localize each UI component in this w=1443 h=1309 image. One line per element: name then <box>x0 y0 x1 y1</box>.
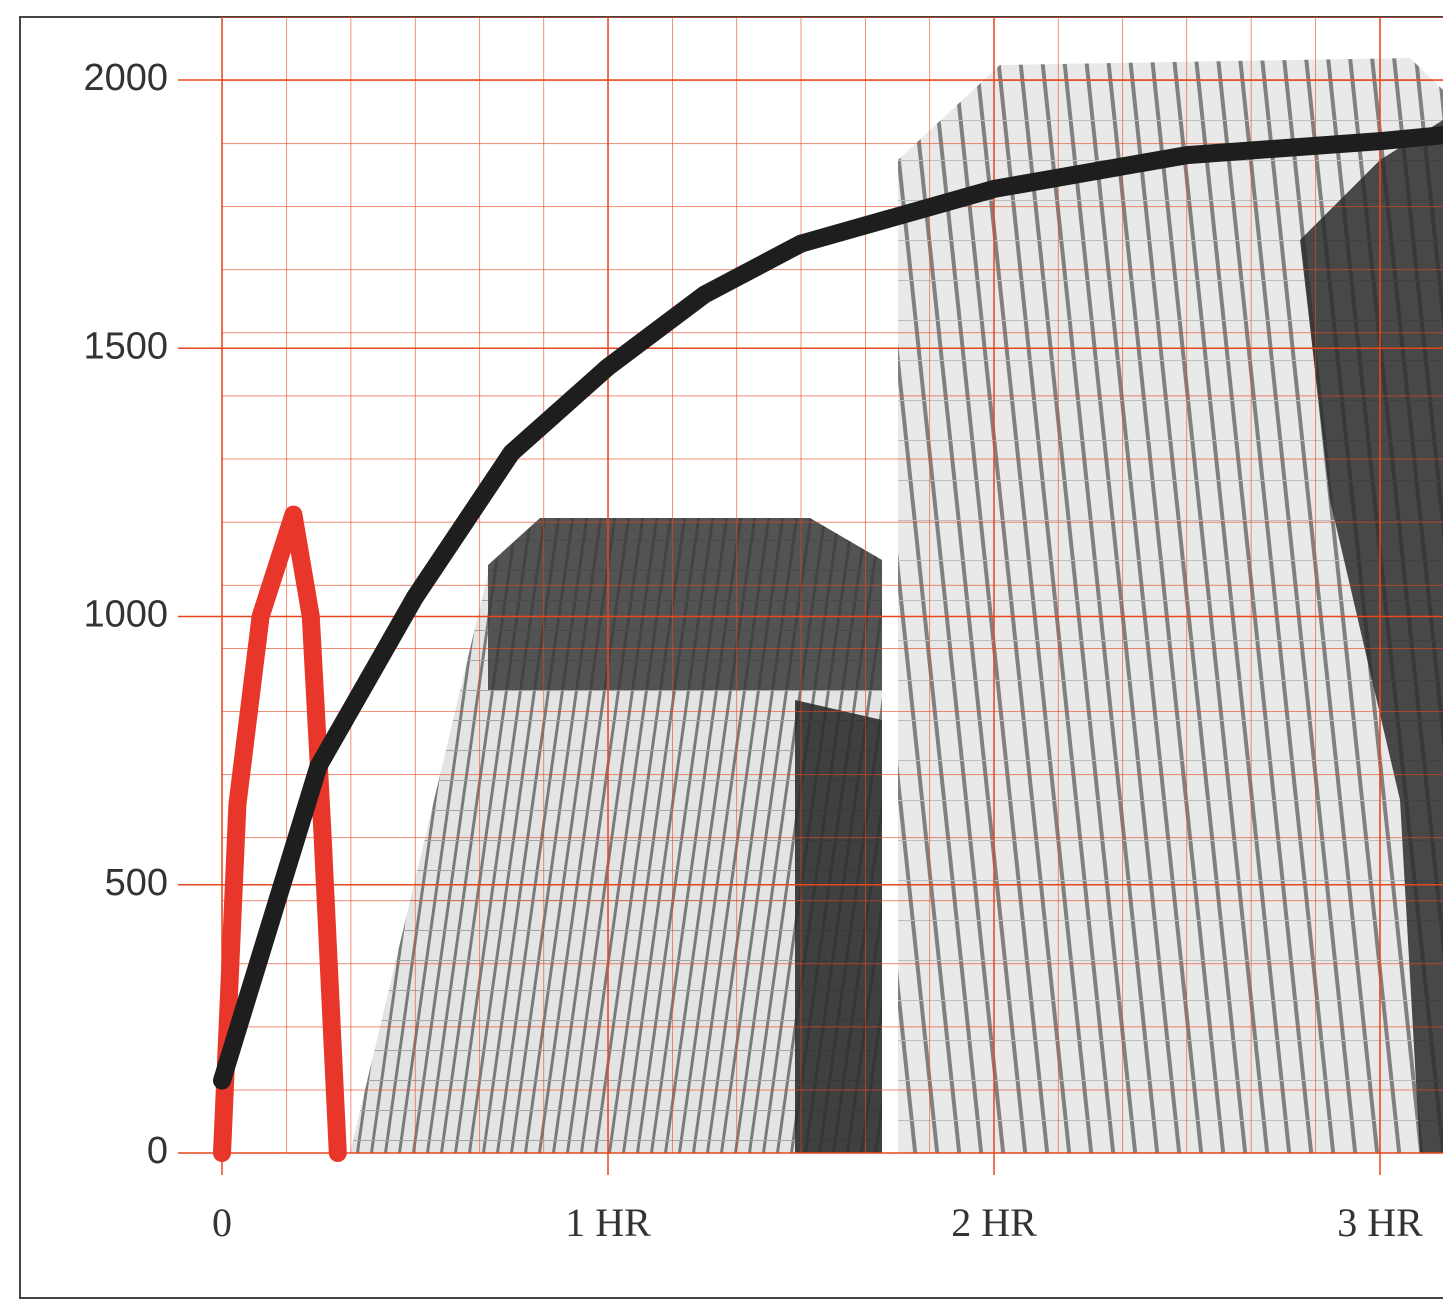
x-tick-label: 0 <box>212 1200 232 1245</box>
x-tick-label: 2 HR <box>951 1200 1037 1245</box>
data-line <box>213 126 1443 1090</box>
y-tick-label: 2000 <box>83 57 168 99</box>
minor-grid <box>222 17 1443 1153</box>
y-tick-label: 1500 <box>83 325 168 367</box>
y-tick-label: 500 <box>105 862 168 904</box>
y-tick-label: 1000 <box>83 594 168 636</box>
y-tick-label: 0 <box>147 1130 168 1172</box>
x-tick-label: 1 HR <box>565 1200 651 1245</box>
data-line <box>213 505 347 1162</box>
x-tick-label: 3 HR <box>1337 1200 1423 1245</box>
